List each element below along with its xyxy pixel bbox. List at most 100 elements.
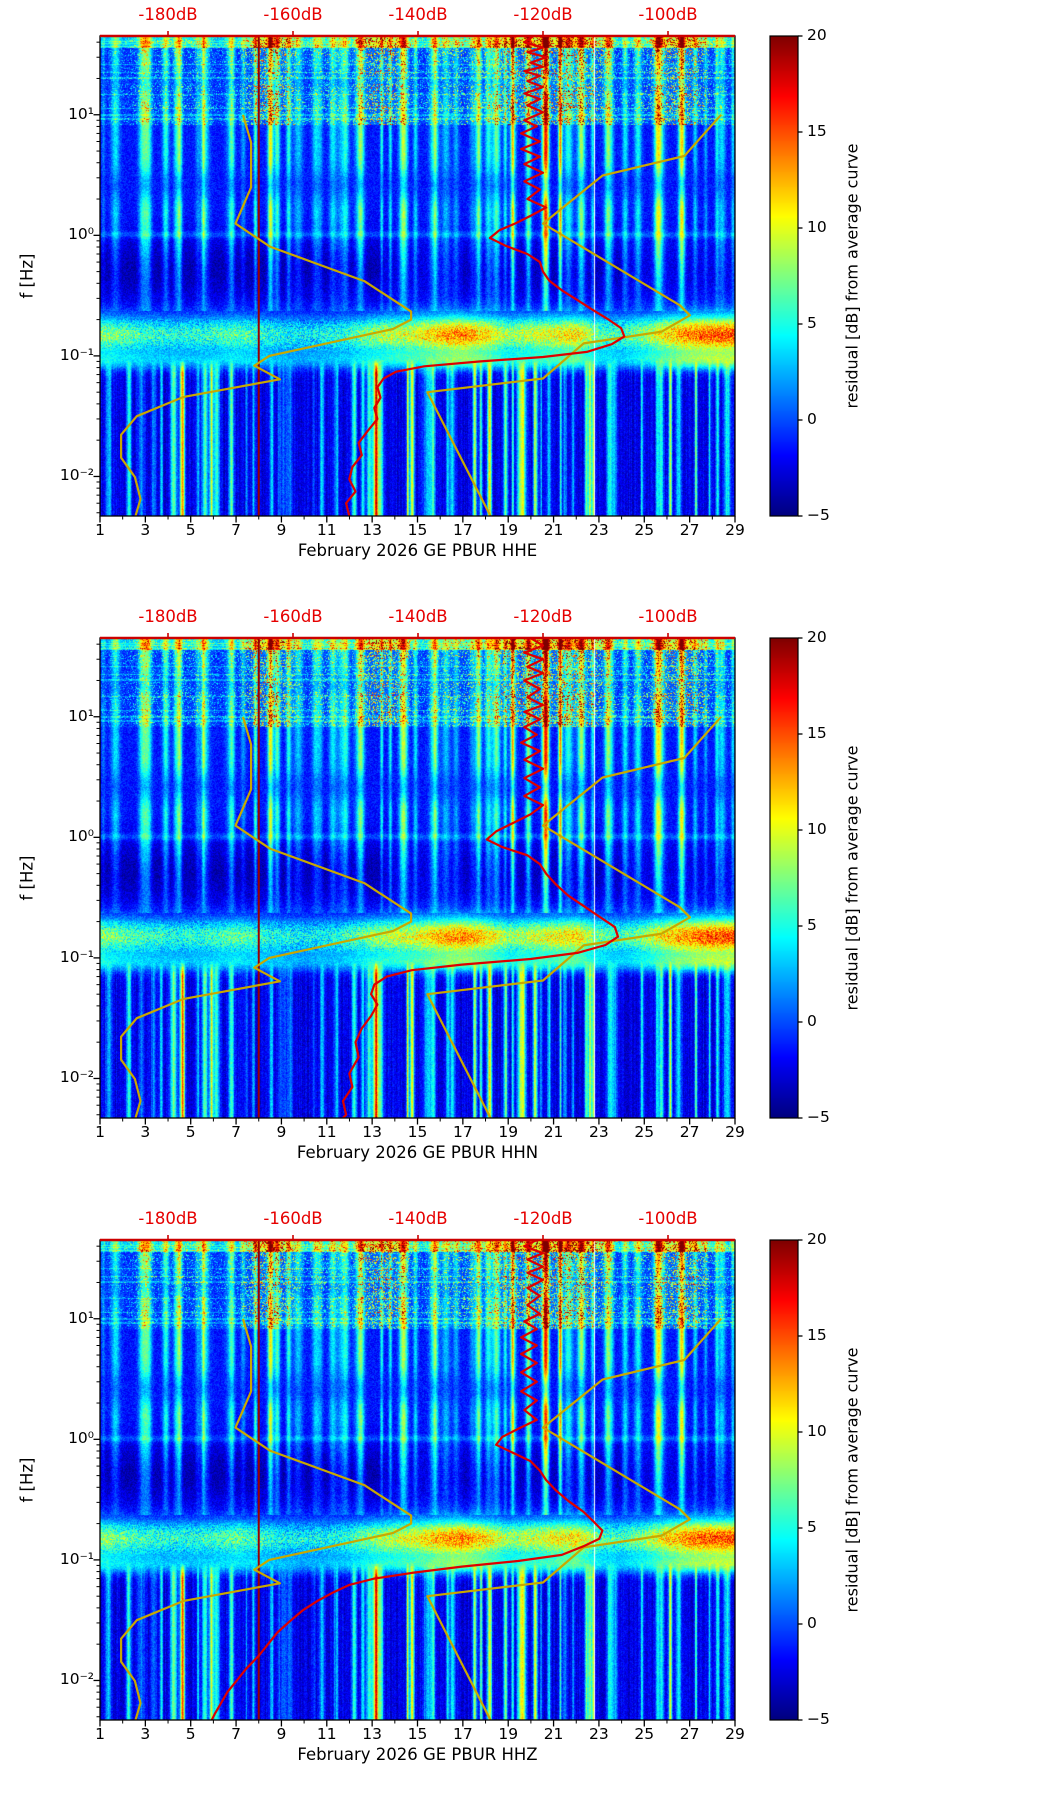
x-tick-label: 25 [634,1725,655,1743]
psd-axis-tick-label: -180dB [138,1209,198,1228]
x-axis-label: February 2026 GE PBUR HHZ [297,1745,538,1764]
colorbar-tick-label: 5 [807,916,817,934]
y-axis-label: f [Hz] [17,855,37,901]
x-tick-label: 25 [634,1123,655,1141]
x-tick-label: 7 [231,521,241,539]
x-tick-label: 17 [452,1123,473,1141]
x-tick-label: 5 [185,521,196,539]
y-tick-label: 10¹ [68,104,94,123]
y-tick-label: 10⁻² [59,1068,94,1087]
psd-mode-curve [345,36,626,516]
nlnm-curve [119,114,413,516]
x-tick-label: 9 [276,1725,287,1743]
plot-border [99,35,736,517]
colorbar-label: residual [dB] from average curve [842,1347,862,1613]
psd-axis-tick-label: -120dB [513,607,573,626]
colorbar-tick-label: 15 [807,1326,827,1344]
spectrogram-panel-hhe: f [Hz] February 2026 GE PBUR HHE residua… [0,0,1052,602]
x-tick-label: 3 [140,1725,151,1743]
y-tick-label: 10⁰ [68,225,94,244]
nhnm-curve [426,1318,722,1720]
psd-axis-tick-label: -140dB [388,1209,448,1228]
psd-axis-tick-label: -120dB [513,1209,573,1228]
y-tick-label: 10¹ [68,706,94,725]
x-tick-label: 23 [589,1123,609,1141]
colorbar-gradient [770,36,798,516]
x-tick-label: 27 [679,1123,700,1141]
y-axis-label: f [Hz] [17,253,37,299]
axes-overlay [93,633,803,1125]
y-tick-label: 10⁰ [68,827,94,846]
axes-overlay [93,1235,803,1727]
colorbar-gradient [770,638,798,1118]
y-tick-label: 10⁻² [59,1670,94,1689]
x-tick-label: 15 [407,1725,428,1743]
x-tick-label: 23 [589,1725,609,1743]
colorbar-label: residual [dB] from average curve [842,143,862,409]
colorbar-tick-label: −5 [807,1710,830,1728]
x-tick-label: 7 [231,1725,241,1743]
nlnm-curve [119,1318,413,1720]
psd-axis-tick-label: -100dB [638,607,698,626]
x-axis-label: February 2026 GE PBUR HHE [297,541,538,560]
plot-border [99,1239,736,1721]
psd-axis-tick-label: -180dB [138,5,198,24]
nlnm-curve [119,716,413,1118]
plot-border [99,637,736,1119]
psd-axis-tick-label: -120dB [513,5,573,24]
colorbar-label: residual [dB] from average curve [842,745,862,1011]
axes-overlay [93,31,803,523]
colorbar-gradient [770,1240,798,1720]
x-tick-label: 21 [543,521,564,539]
x-tick-label: 11 [316,521,337,539]
psd-mode-curve [341,638,620,1118]
x-tick-label: 17 [452,1725,473,1743]
colorbar-tick-label: 10 [807,1422,827,1440]
x-tick-label: 25 [634,521,655,539]
x-tick-label: 21 [543,1123,564,1141]
y-tick-label: 10⁻¹ [59,1549,94,1568]
x-tick-label: 15 [407,521,428,539]
colorbar-tick-label: −5 [807,1108,830,1126]
colorbar-border [769,35,799,517]
colorbar-tick-label: 0 [807,1614,817,1632]
colorbar-tick-label: 0 [807,1012,817,1030]
x-tick-label: 17 [452,521,473,539]
x-tick-label: 19 [498,521,519,539]
colorbar-tick-label: 20 [807,628,827,646]
x-tick-label: 1 [95,1725,105,1743]
x-tick-label: 1 [95,521,105,539]
x-tick-label: 29 [725,521,745,539]
psd-axis-tick-label: -100dB [638,5,698,24]
colorbar-tick-label: 20 [807,26,827,44]
x-tick-label: 9 [276,521,287,539]
y-tick-label: 10⁰ [68,1429,94,1448]
colorbar-tick-label: 0 [807,410,817,428]
colorbar-tick-label: 5 [807,1518,817,1536]
psd-axis-tick-label: -140dB [388,5,448,24]
x-tick-label: 13 [362,1725,383,1743]
nhnm-curve [426,114,722,516]
x-tick-label: 11 [316,1725,337,1743]
x-tick-label: 27 [679,521,700,539]
psd-axis-tick-label: -160dB [263,1209,323,1228]
colorbar-tick-label: 10 [807,820,827,838]
colorbar-border [769,637,799,1119]
colorbar-tick-label: 10 [807,218,827,236]
nhnm-curve [426,716,722,1118]
psd-axis-tick-label: -100dB [638,1209,698,1228]
x-tick-label: 5 [185,1123,196,1141]
x-tick-label: 21 [543,1725,564,1743]
x-axis-label: February 2026 GE PBUR HHN [296,1143,539,1162]
colorbar-tick-label: 20 [807,1230,827,1248]
colorbar-tick-label: 15 [807,724,827,742]
colorbar-tick-label: 5 [807,314,817,332]
x-tick-label: 23 [589,521,609,539]
psd-axis-tick-label: -180dB [138,607,198,626]
y-tick-label: 10¹ [68,1308,94,1327]
colorbar-tick-label: 15 [807,122,827,140]
spectrogram-panel-hhz: f [Hz] February 2026 GE PBUR HHZ residua… [0,1204,1052,1806]
psd-mode-curve [210,1240,604,1720]
psd-axis-tick-label: -160dB [263,5,323,24]
x-tick-label: 13 [362,1123,383,1141]
